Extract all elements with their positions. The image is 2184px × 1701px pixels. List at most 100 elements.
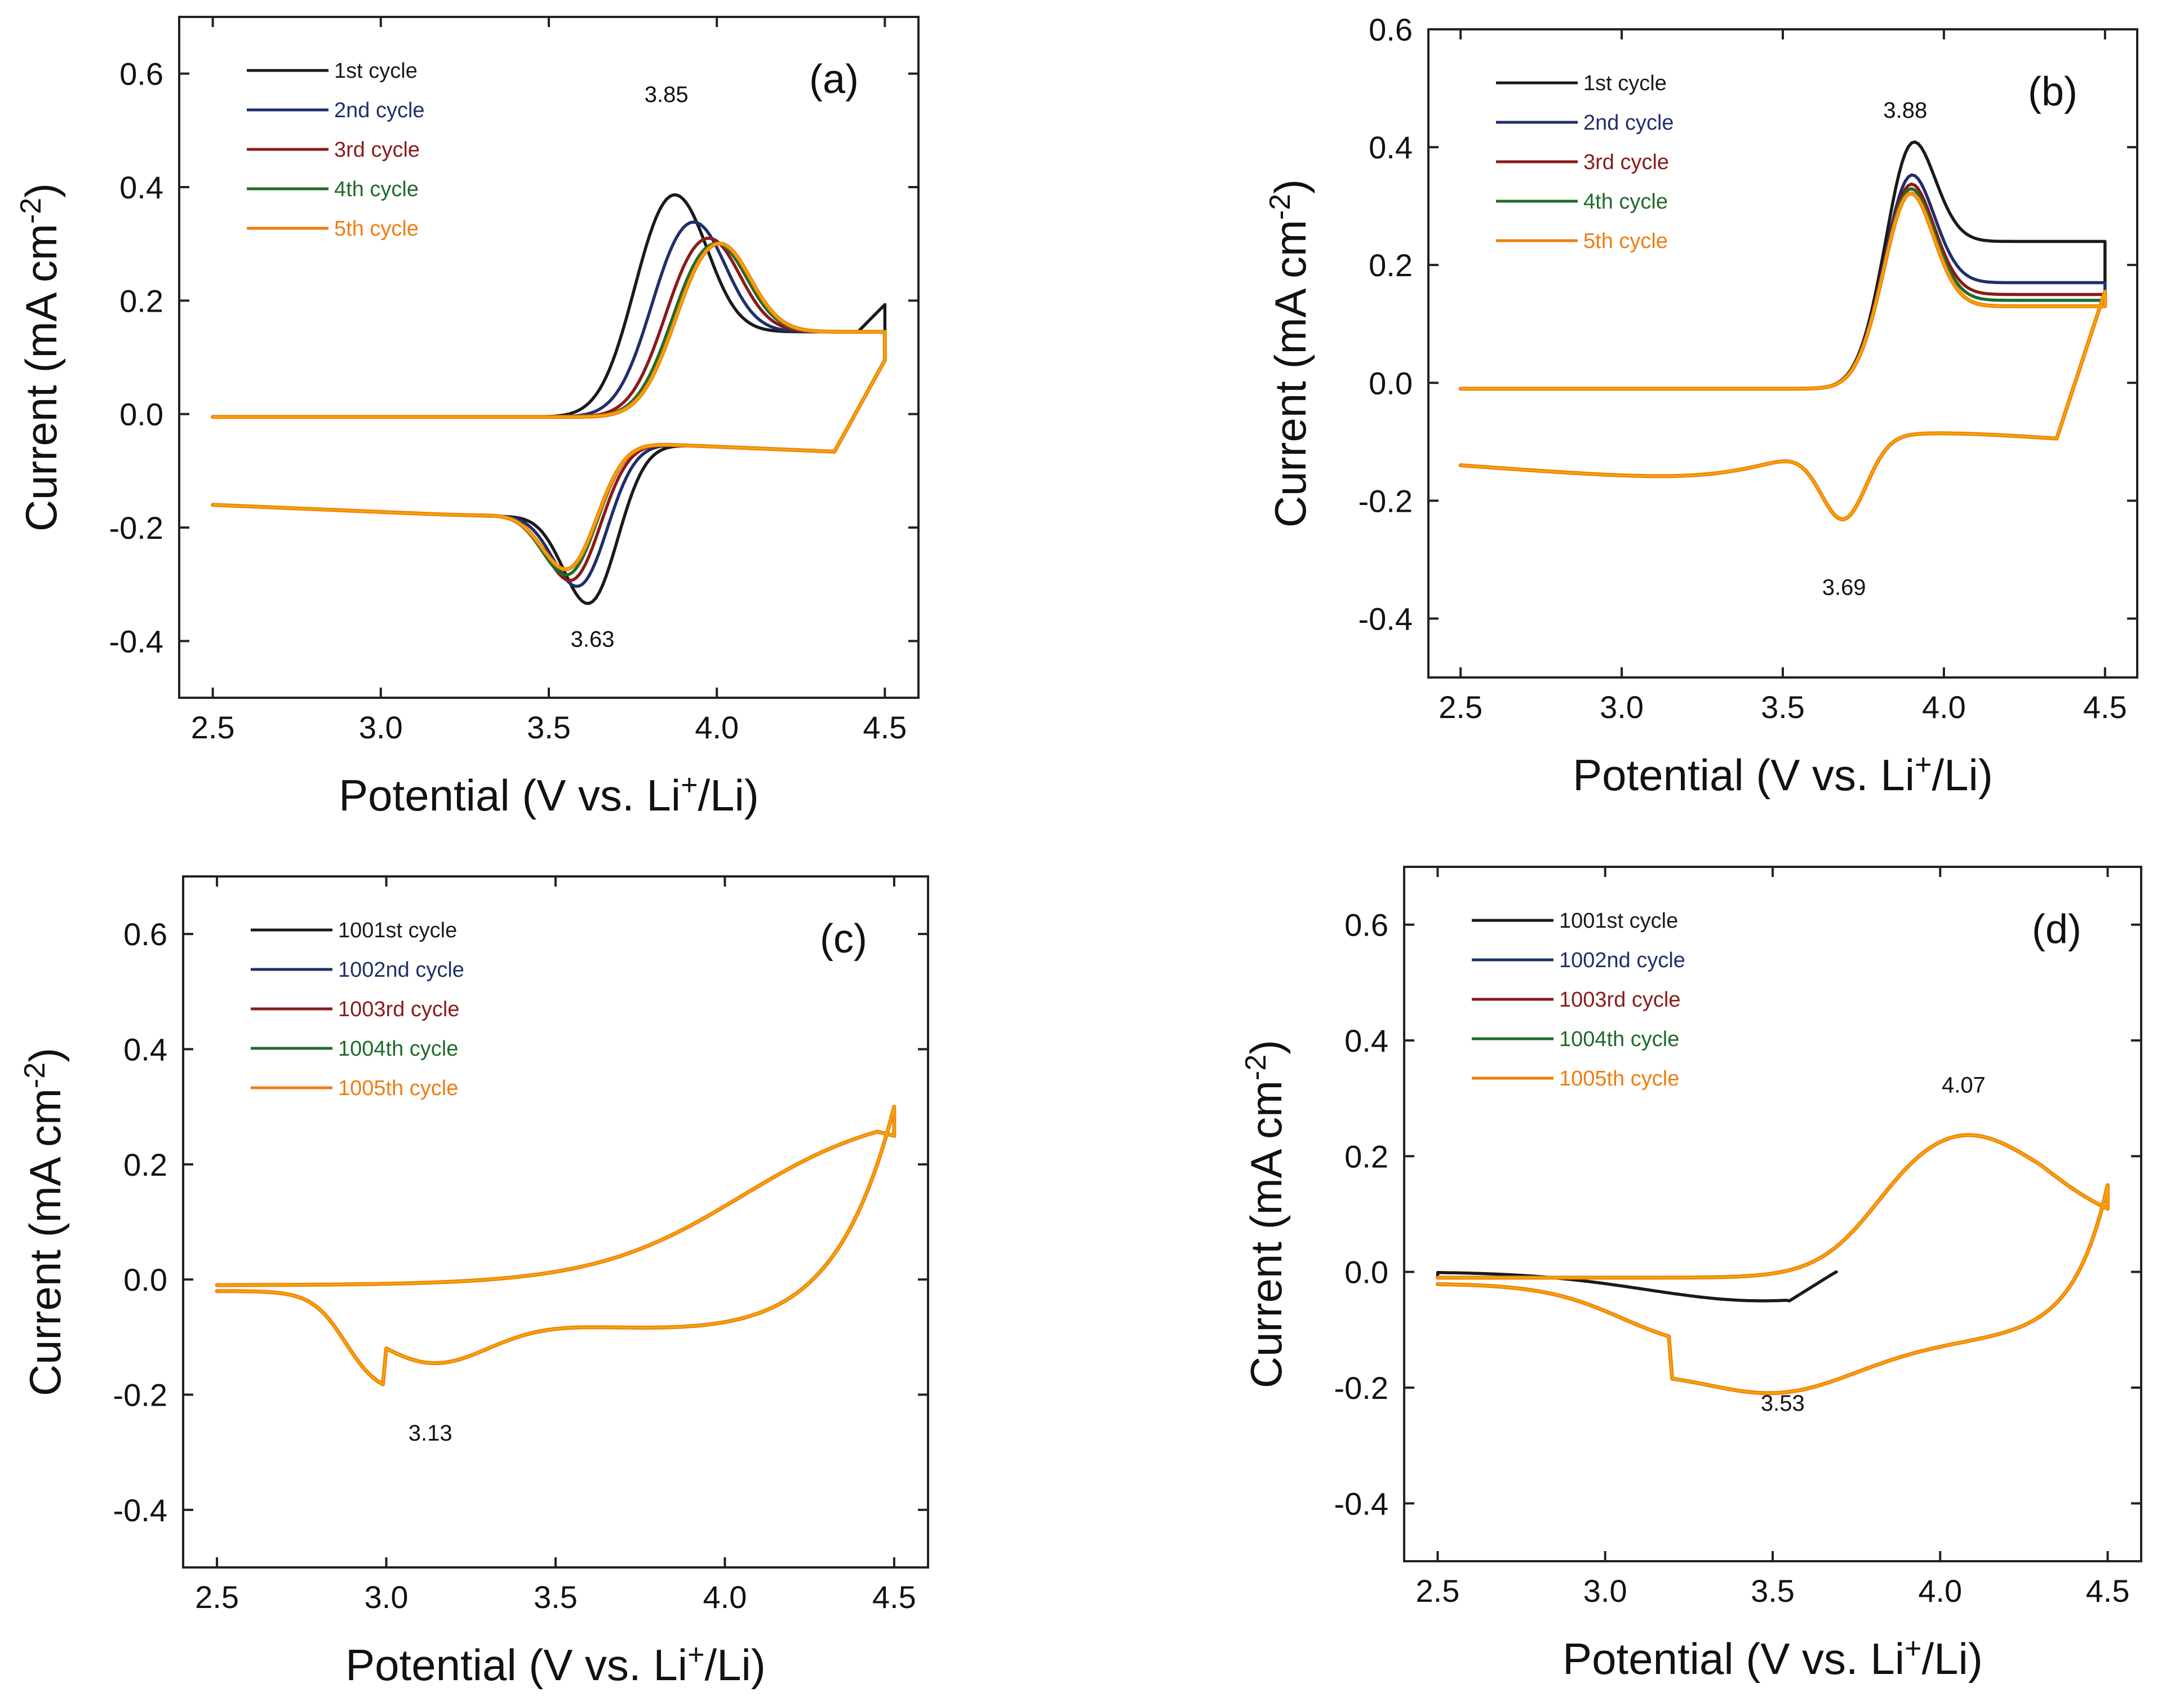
y-tick-label: -0.2 <box>113 1377 168 1413</box>
legend-entry: 5th cycle <box>1583 229 1668 253</box>
legend-entry: 1st cycle <box>1583 72 1667 95</box>
y-tick-label: 0.6 <box>119 56 163 92</box>
x-tick-label: 4.5 <box>872 1579 916 1615</box>
legend-entry: 1003rd cycle <box>1559 988 1680 1012</box>
peak-label: 3.13 <box>409 1421 452 1446</box>
y-tick-label: -0.4 <box>1359 601 1413 636</box>
series-line-3 <box>1436 1133 2110 1395</box>
series-line-5 <box>1436 1133 2110 1396</box>
y-tick-label: 0.4 <box>1369 130 1413 165</box>
x-tick-label: 3.0 <box>1600 689 1644 725</box>
y-tick-label: 0.4 <box>119 170 163 205</box>
legend: 1001st cycle 1002nd cycle 1003rd cycle 1004… <box>1472 909 1685 1091</box>
legend-entry: 2nd cycle <box>1583 111 1674 135</box>
series-line-2 <box>1436 1133 2110 1395</box>
x-tick-label: 3.0 <box>1583 1573 1627 1609</box>
peak-label: 3.53 <box>1761 1391 1805 1416</box>
series-group <box>211 193 887 605</box>
y-axis-title: Current (mA cm-2) <box>1264 179 1315 528</box>
legend-entry: 1005th cycle <box>1559 1067 1679 1091</box>
series-line-4 <box>211 242 887 577</box>
x-tick-label: 3.5 <box>1751 1573 1795 1609</box>
y-tick-label: 0.6 <box>1344 907 1388 943</box>
x-tick-label: 4.0 <box>695 710 739 745</box>
legend-entry: 3rd cycle <box>1583 150 1669 174</box>
legend-entry: 4th cycle <box>1583 190 1668 214</box>
series-line-3 <box>215 1105 896 1386</box>
y-axis-title: Current (mA cm-2) <box>15 183 66 531</box>
panel-label: (a) <box>809 57 859 102</box>
series-line-4 <box>1459 187 2107 521</box>
series-line-3 <box>1459 182 2107 521</box>
legend: 1001st cycle 1002nd cycle 1003rd cycle 1004… <box>251 919 464 1100</box>
legend-entry: 1002nd cycle <box>338 958 464 982</box>
x-axis-title: Potential (V vs. Li+/Li) <box>345 1638 766 1690</box>
series-line-4 <box>1436 1133 2110 1395</box>
y-tick-label: -0.4 <box>113 1492 168 1528</box>
x-tick-label: 2.5 <box>191 710 235 745</box>
y-tick-label: 0.2 <box>123 1147 167 1182</box>
chart-panel-c: 2.5 3.0 3.5 4.0 4.5 -0.4 -0.2 0.0 0.2 0.4 0.6 Poten… <box>19 875 929 1690</box>
series-line-overlay <box>212 242 886 570</box>
y-tick-label: -0.2 <box>109 510 164 546</box>
series-group <box>215 1105 896 1387</box>
peak-label: 3.69 <box>1822 575 1866 600</box>
legend-entry: 1002nd cycle <box>1559 949 1685 972</box>
y-tick-label: 0.2 <box>1369 247 1413 283</box>
y-tick-label: 0.2 <box>1344 1139 1388 1174</box>
peak-label: 4.07 <box>1942 1073 1986 1097</box>
x-tick-label: 4.5 <box>2086 1573 2130 1609</box>
y-tick-label: -0.4 <box>1334 1486 1389 1521</box>
y-tick-label: 0.0 <box>1369 365 1413 401</box>
plot-frame <box>1427 28 2138 679</box>
legend-entry: 1001st cycle <box>338 919 457 942</box>
series-group <box>1458 140 2107 521</box>
x-tick-label: 2.5 <box>195 1579 239 1615</box>
legend-entry: 5th cycle <box>334 217 419 241</box>
legend-entry: 1001st cycle <box>1559 909 1678 933</box>
x-tick-label: 4.5 <box>863 710 907 745</box>
chart-panel-b: 2.5 3.0 3.5 4.0 4.5 -0.4 -0.2 0.0 0.2 0.4 0.6 Poten… <box>1264 12 2138 800</box>
y-axis-title: Current (mA cm-2) <box>1240 1040 1291 1388</box>
peak-label: 3.85 <box>645 82 689 107</box>
series-group <box>1436 1133 2110 1396</box>
legend-entry: 1004th cycle <box>1559 1027 1679 1051</box>
y-tick-label: -0.2 <box>1334 1370 1389 1406</box>
x-tick-label: 4.5 <box>2083 689 2127 725</box>
x-tick-label: 3.0 <box>365 1579 409 1615</box>
x-tick-label: 2.5 <box>1416 1573 1460 1609</box>
series-line-1 <box>1436 1133 2110 1395</box>
series-line-overlay <box>1437 1134 2108 1394</box>
series-line-5 <box>211 241 887 572</box>
x-tick-label: 3.0 <box>359 710 403 745</box>
plot-frame <box>178 16 920 699</box>
series-line-overlay <box>217 1106 895 1385</box>
y-tick-label: 0.4 <box>123 1032 167 1067</box>
x-tick-label: 3.5 <box>534 1579 578 1615</box>
plot-frame <box>182 875 929 1569</box>
x-axis-title: Potential (V vs. Li+/Li) <box>1573 748 1993 800</box>
chart-panel-d: 2.5 3.0 3.5 4.0 4.5 -0.4 -0.2 0.0 0.2 0.4 0.6 Poten… <box>1240 866 2142 1684</box>
peak-label: 3.63 <box>571 627 615 652</box>
legend-entry: 1st cycle <box>334 59 418 83</box>
legend-entry: 1003rd cycle <box>338 998 459 1021</box>
series-line-3 <box>211 236 887 582</box>
y-axis-title: Current (mA cm-2) <box>19 1048 70 1396</box>
y-tick-label: 0.6 <box>123 916 167 952</box>
x-axis-title: Potential (V vs. Li+/Li) <box>339 769 759 820</box>
panel-label: (c) <box>820 916 867 962</box>
y-tick-label: -0.4 <box>109 623 164 659</box>
plot-frame <box>1403 866 2142 1562</box>
panel-label: (d) <box>2032 907 2081 952</box>
peak-label: 3.88 <box>1883 98 1927 123</box>
series-line-1 <box>211 193 887 605</box>
legend: 1st cycle 2nd cycle 3rd cycle 4th cycle 5th … <box>247 59 425 241</box>
legend-entry: 1005th cycle <box>338 1077 458 1100</box>
x-tick-label: 4.0 <box>1918 1573 1962 1609</box>
series-line-2 <box>215 1105 896 1386</box>
y-tick-label: 0.4 <box>1344 1023 1388 1058</box>
legend: 1st cycle 2nd cycle 3rd cycle 4th cycle 5th … <box>1496 72 1674 253</box>
panel-label: (b) <box>2028 69 2078 114</box>
x-axis-title: Potential (V vs. Li+/Li) <box>1562 1632 1983 1684</box>
